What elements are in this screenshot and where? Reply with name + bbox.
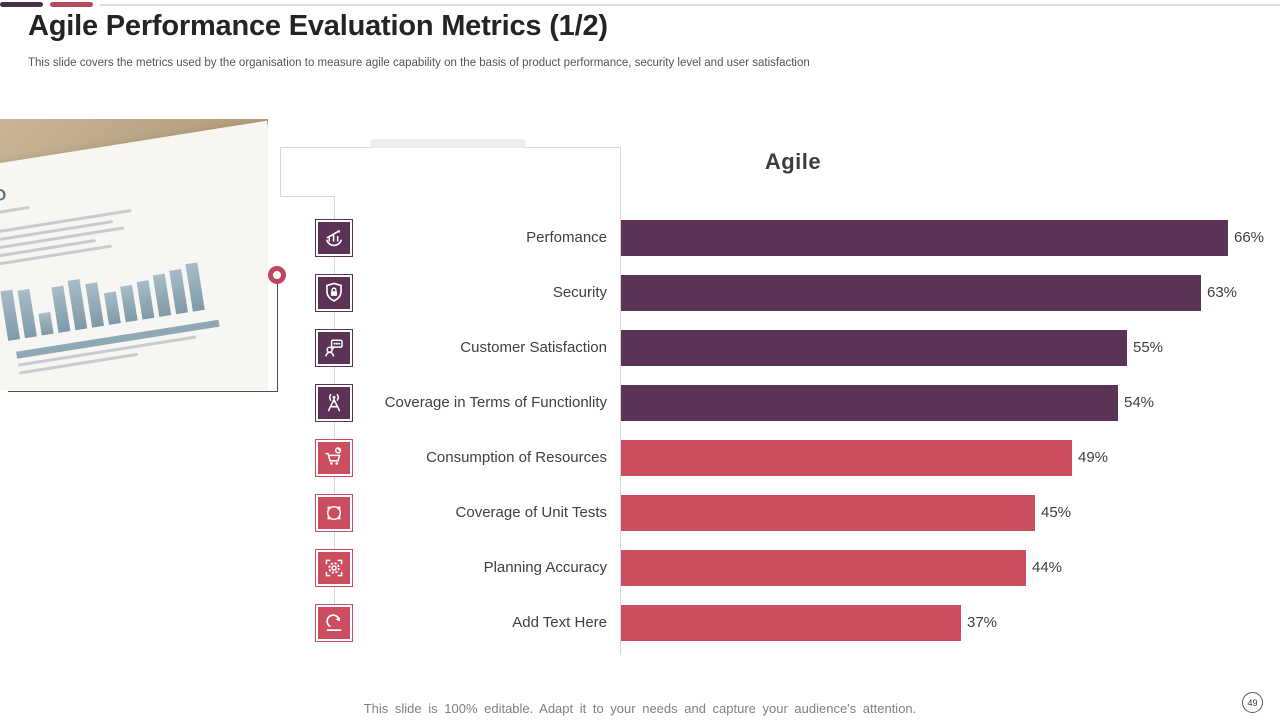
value-label: 66% xyxy=(1234,229,1265,246)
chart-row: Add Text Here 37% xyxy=(0,604,1280,642)
value-label: 44% xyxy=(1032,559,1063,576)
category-label: Coverage in Terms of Functionlity xyxy=(384,394,607,411)
report-photo: SATO xyxy=(0,119,268,390)
chart-row: Customer Satisfaction 55% xyxy=(0,329,1280,367)
chart-title: Agile xyxy=(764,149,822,174)
page-subtitle: This slide covers the metrics used by th… xyxy=(28,57,810,69)
functionality-antenna-icon xyxy=(315,384,353,422)
page-number-badge: 49 xyxy=(1242,692,1263,713)
photo-frame-line xyxy=(277,275,278,392)
resources-cart-icon xyxy=(315,439,353,477)
category-label: Coverage of Unit Tests xyxy=(455,504,607,521)
bar xyxy=(621,385,1118,421)
bar xyxy=(621,330,1127,366)
value-label: 37% xyxy=(967,614,998,631)
chart-row: Coverage of Unit Tests 45% xyxy=(0,494,1280,532)
chart-row: Perfomance 66% xyxy=(0,219,1280,257)
security-shield-lock-icon xyxy=(315,274,353,312)
value-label: 45% xyxy=(1041,504,1072,521)
bar xyxy=(621,550,1026,586)
add-text-redo-icon xyxy=(315,604,353,642)
value-label: 55% xyxy=(1133,339,1164,356)
chart-row: Consumption of Resources 49% xyxy=(0,439,1280,477)
value-label: 63% xyxy=(1207,284,1238,301)
bar xyxy=(621,495,1035,531)
category-label: Consumption of Resources xyxy=(426,449,607,466)
accent-segment-purple xyxy=(0,2,43,7)
photo-logo: SATO xyxy=(0,186,10,211)
accent-segment-red xyxy=(50,2,93,7)
value-label: 54% xyxy=(1124,394,1155,411)
planning-accuracy-gear-icon xyxy=(315,549,353,587)
footer-note: This slide is 100% editable. Adapt it to… xyxy=(363,701,917,716)
category-label: Planning Accuracy xyxy=(483,559,607,576)
bar xyxy=(621,605,961,641)
chart-axis-line xyxy=(620,147,621,655)
customer-satisfaction-chat-icon xyxy=(315,329,353,367)
chart-row: Coverage in Terms of Functionlity 54% xyxy=(0,384,1280,422)
accent-line xyxy=(100,4,1280,6)
category-label: Perfomance xyxy=(526,229,607,246)
paper-text-line xyxy=(0,205,30,220)
value-label: 49% xyxy=(1078,449,1109,466)
performance-chart-icon xyxy=(315,219,353,257)
bar xyxy=(621,220,1228,256)
chart-row: Planning Accuracy 44% xyxy=(0,549,1280,587)
panel-border xyxy=(280,196,334,197)
bar xyxy=(621,440,1072,476)
panel-border xyxy=(280,147,281,197)
category-label: Security xyxy=(552,284,607,301)
connector-dot-icon xyxy=(268,266,286,284)
panel-tab xyxy=(370,139,526,148)
photo-frame-line xyxy=(8,391,278,392)
category-label: Add Text Here xyxy=(512,614,607,631)
page-title: Agile Performance Evaluation Metrics (1/… xyxy=(28,10,608,42)
bar xyxy=(621,275,1201,311)
chart-row: Security 63% xyxy=(0,274,1280,312)
category-label: Customer Satisfaction xyxy=(460,339,607,356)
unit-tests-nodes-icon xyxy=(315,494,353,532)
